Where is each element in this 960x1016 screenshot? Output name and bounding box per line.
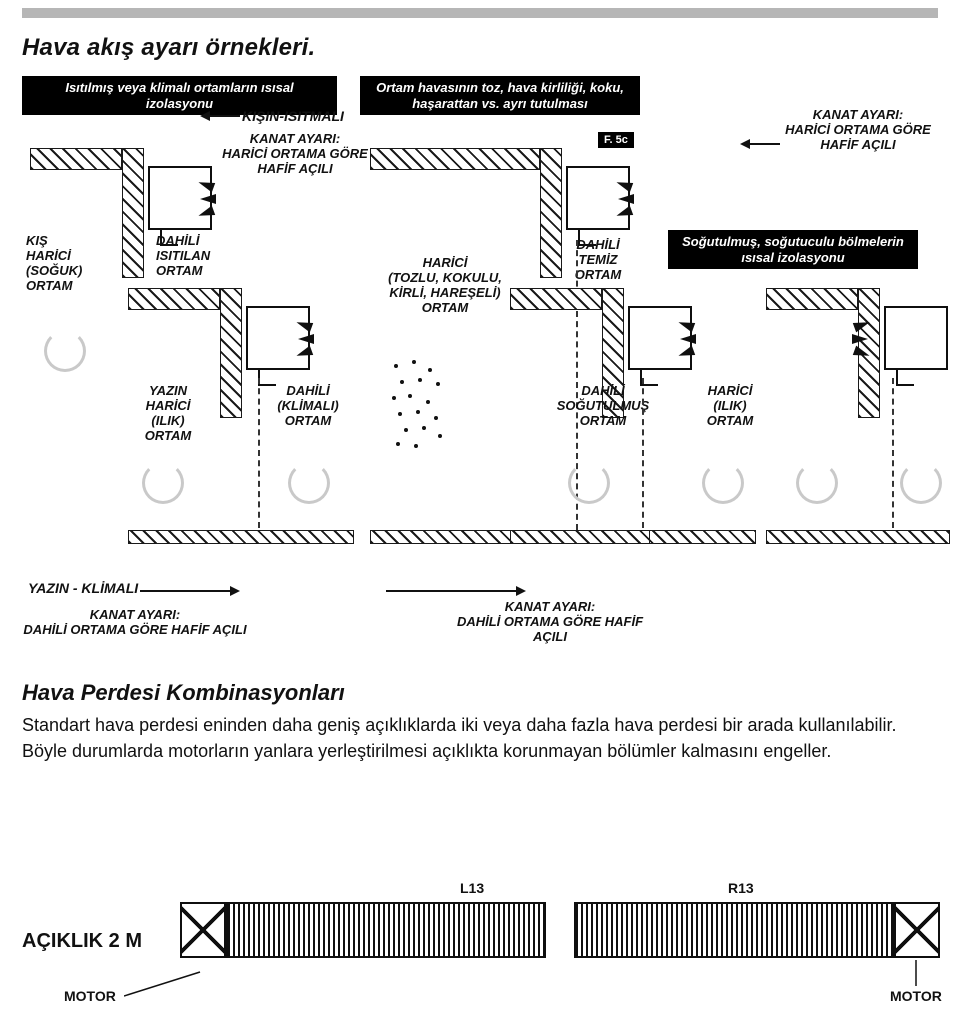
p5-ceiling	[766, 288, 858, 310]
section2-body: Standart hava perdesi eninden daha geniş…	[22, 712, 922, 764]
aciklik-label: AÇIKLIK 2 M	[22, 930, 142, 953]
motor-left-line	[124, 970, 204, 1005]
p2-swirl-l	[142, 462, 184, 504]
l13-coil	[226, 902, 546, 958]
p1-arrows	[198, 178, 238, 218]
l13-motor-end	[180, 902, 226, 958]
bar-middle: Ortam havasının toz, hava kirliliği, kok…	[360, 76, 640, 115]
p1-left-label: KIŞ HARİCİ (SOĞUK) ORTAM	[26, 234, 126, 294]
p2-bottom-heading: YAZIN - KLİMALI	[28, 580, 138, 596]
page-title: Hava akış ayarı örnekleri.	[22, 34, 315, 62]
p1-swirl	[44, 330, 86, 372]
figure-ref: F. 5c	[598, 132, 634, 148]
p4-swirl-r	[702, 462, 744, 504]
p5-arrows	[830, 318, 870, 358]
p3-arrows	[616, 178, 656, 218]
motor-left: MOTOR	[64, 988, 116, 1004]
p3-left-label: HARİCİ (TOZLU, KOKULU, KİRLİ, HAREŞELİ) …	[380, 256, 510, 316]
heading-kisin: KIŞIN-ISITMALI	[242, 108, 344, 124]
p4-arrows	[678, 318, 718, 358]
p2-swirl-r	[288, 462, 330, 504]
p3-right-label: DAHİLİ TEMİZ ORTAM	[558, 238, 638, 283]
p5-floor	[766, 530, 950, 544]
motor-right-line	[902, 960, 932, 995]
p1-ceiling	[30, 148, 122, 170]
p4-bottom-kanat: KANAT AYARI: DAHİLİ ORTAMA GÖRE HAFİF AÇ…	[440, 600, 660, 645]
section2-title: Hava Perdesi Kombinasyonları	[22, 680, 345, 706]
p2-left-label: YAZIN HARİCİ (ILIK) ORTAM	[128, 384, 208, 444]
p3-ceiling	[370, 148, 540, 170]
p5-dash	[892, 378, 894, 528]
p4-swirl-l	[568, 462, 610, 504]
p2-ceiling	[128, 288, 220, 310]
p5-unit	[884, 306, 948, 370]
label-l13: L13	[460, 880, 484, 896]
bar-right: Soğutulmuş, soğutuculu bölmelerin ısısal…	[668, 230, 918, 269]
arrow-p5	[740, 136, 780, 152]
p3-particles	[388, 360, 448, 450]
top-rule	[22, 8, 938, 18]
p5-swirl-r	[900, 462, 942, 504]
p4-dash	[642, 378, 644, 528]
p2-bottom-kanat: KANAT AYARI: DAHİLİ ORTAMA GÖRE HAFİF AÇ…	[20, 608, 250, 638]
p4-floor	[510, 530, 756, 544]
r13-motor-end	[894, 902, 940, 958]
p2-arrows	[296, 318, 336, 358]
p4-right-label: HARİCİ (ILIK) ORTAM	[690, 384, 770, 429]
kanat-p1: KANAT AYARI: HARİCİ ORTAMA GÖRE HAFİF AÇ…	[220, 132, 370, 177]
label-r13: R13	[728, 880, 754, 896]
r13-coil	[574, 902, 894, 958]
arrow-kisin	[200, 108, 240, 124]
p1-right-label: DAHİLİ ISITILAN ORTAM	[156, 234, 246, 279]
p4-ceiling	[510, 288, 602, 310]
kanat-p5: KANAT AYARI: HARİCİ ORTAMA GÖRE HAFİF AÇ…	[778, 108, 938, 153]
p2-dash	[258, 378, 260, 528]
p5-swirl-l	[796, 462, 838, 504]
p2-floor	[128, 530, 354, 544]
p2-right-label: DAHİLİ (KLİMALI) ORTAM	[268, 384, 348, 429]
p2-wall	[220, 288, 242, 418]
arrow-p2-bottom	[140, 584, 240, 603]
